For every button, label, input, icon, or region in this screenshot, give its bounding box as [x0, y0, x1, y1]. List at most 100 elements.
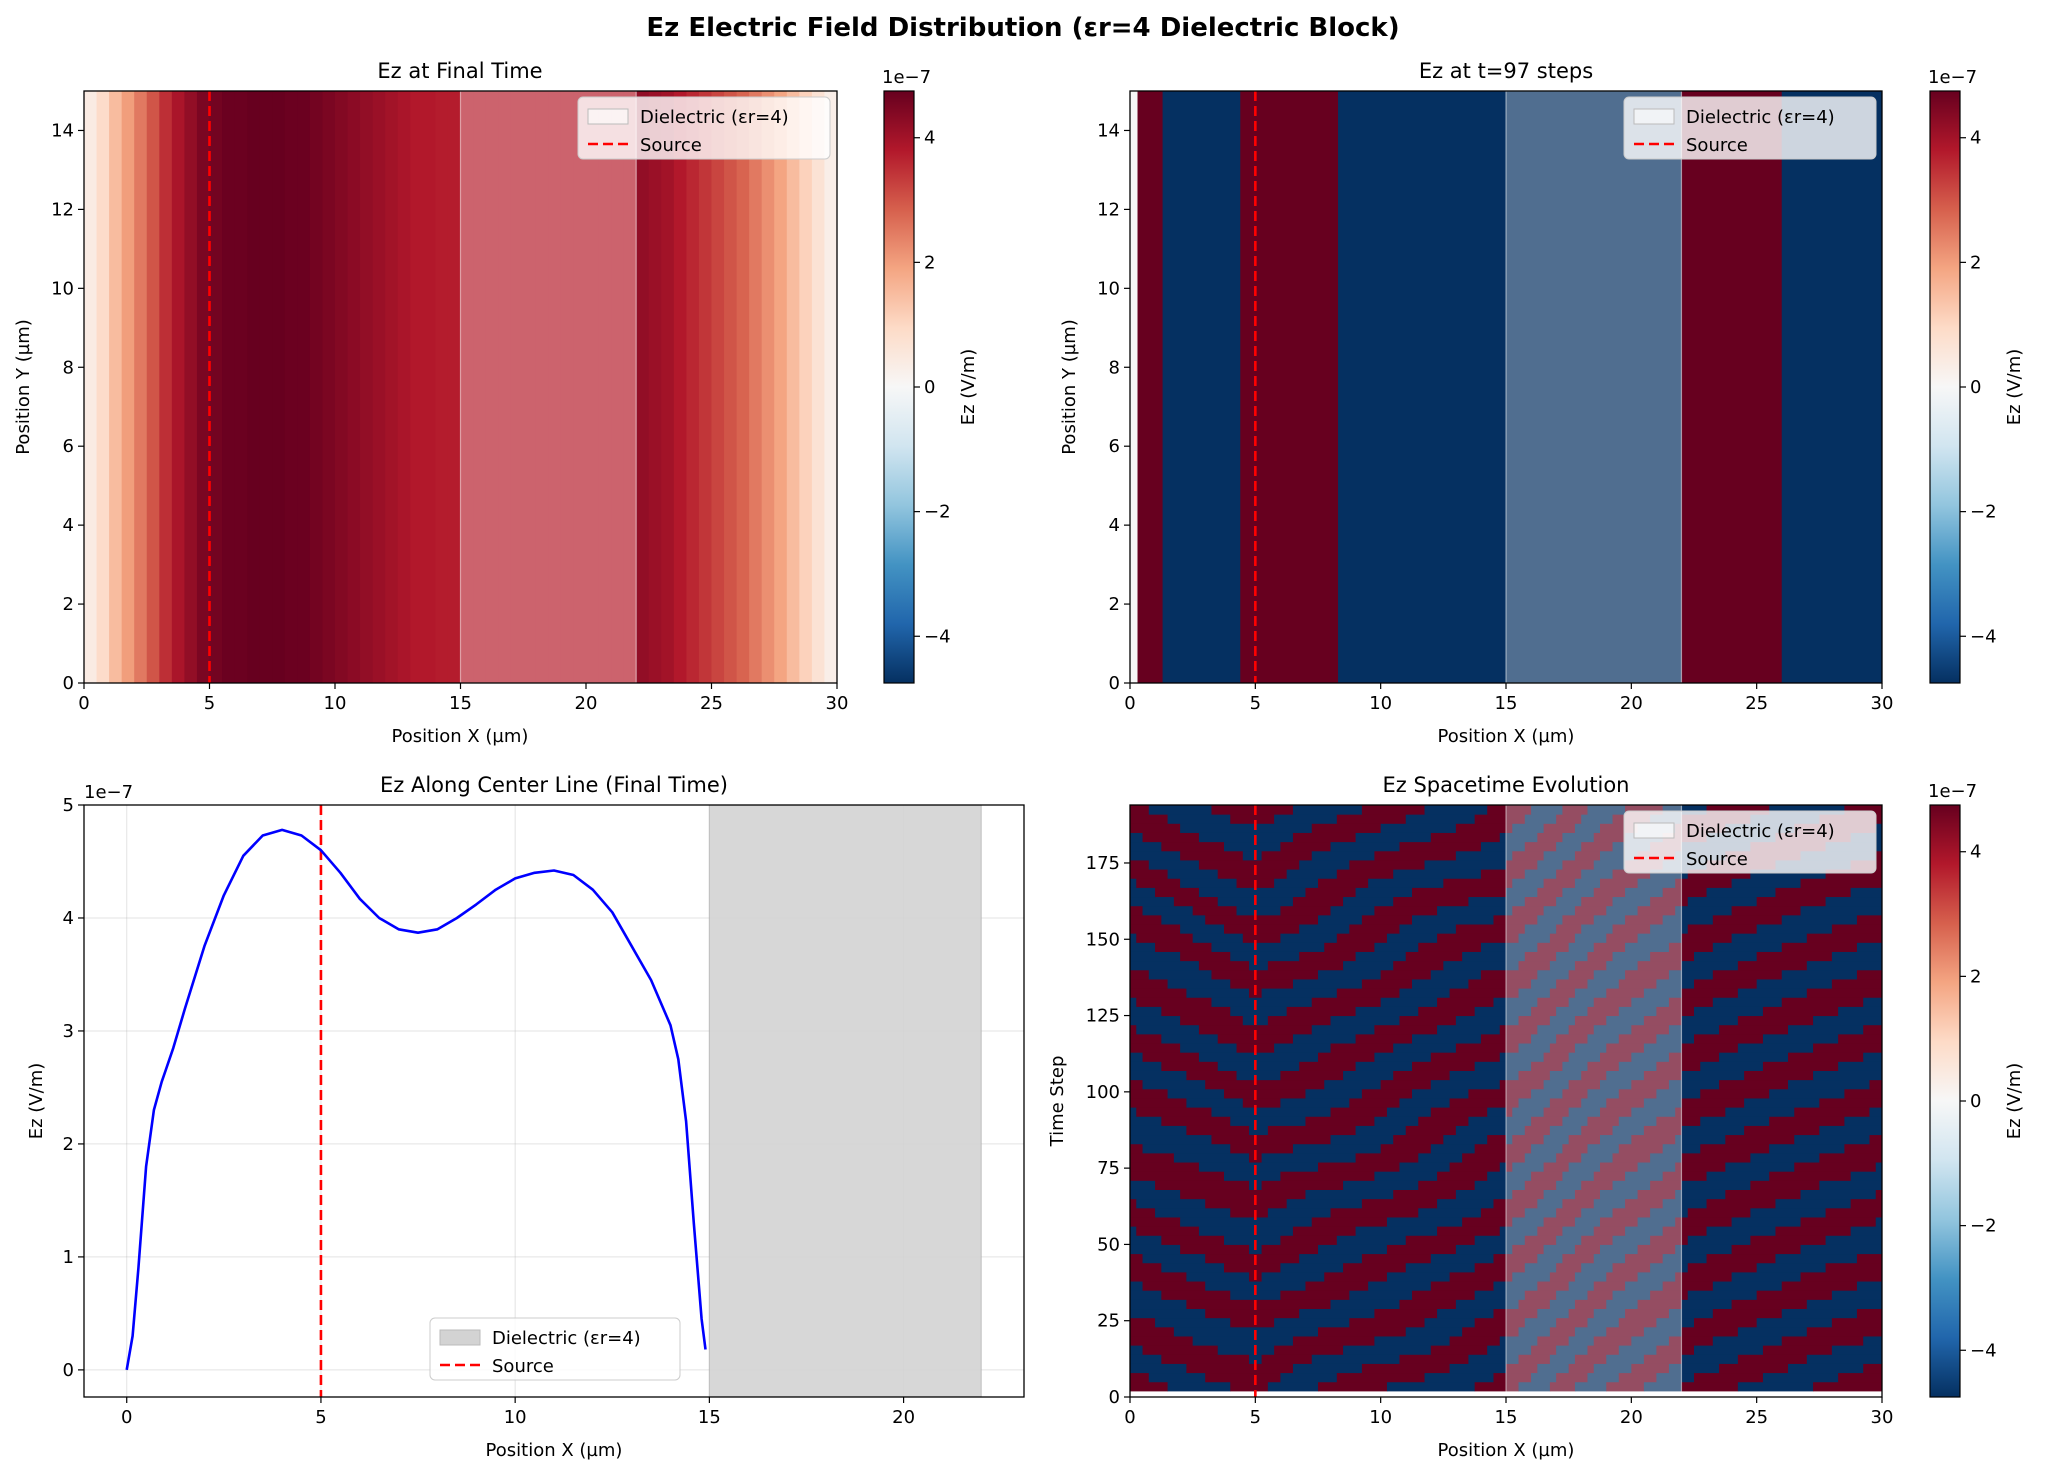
spacetime-cell: [1418, 1207, 1482, 1218]
spacetime-cell: [1142, 1143, 1231, 1154]
spacetime-cell: [1130, 969, 1150, 980]
x-tick-label: 5: [1250, 1407, 1261, 1428]
spacetime-cell: [1838, 1372, 1882, 1383]
heatmap-column: [648, 91, 662, 683]
spacetime-cell: [1224, 841, 1281, 852]
x-tick-label: 5: [204, 693, 215, 714]
spacetime-cell: [1606, 1299, 1639, 1310]
spacetime-cell: [1731, 905, 1802, 916]
spacetime-cell: [1330, 1299, 1400, 1310]
spacetime-cell: [1274, 1043, 1332, 1053]
spacetime-cell: [1706, 1226, 1776, 1236]
panel2-xlabel: Position X (µm): [1438, 726, 1575, 747]
spacetime-cell: [1261, 1180, 1344, 1190]
spacetime-cell: [1224, 1171, 1281, 1181]
spacetime-cell: [1794, 1107, 1870, 1117]
spacetime-cell: [1712, 914, 1783, 925]
spacetime-cell: [1399, 988, 1451, 998]
spacetime-cell: [1762, 1033, 1839, 1044]
spacetime-cell: [1455, 924, 1526, 934]
spacetime-cell: [1318, 1326, 1407, 1337]
spacetime-cell: [1130, 924, 1181, 934]
spacetime-cell: [1211, 805, 1294, 815]
spacetime-cell: [1831, 951, 1882, 962]
spacetime-cell: [1130, 1253, 1144, 1264]
spacetime-cell: [1136, 1024, 1200, 1035]
spacetime-cell: [1474, 1180, 1526, 1190]
x-tick-label: 20: [892, 1407, 915, 1428]
spacetime-cell: [1418, 1152, 1463, 1163]
spacetime-cell: [1130, 1244, 1181, 1255]
spacetime-cell: [1719, 1052, 1789, 1062]
spacetime-cell: [1311, 823, 1382, 833]
colorbar-tick-label: 2: [1970, 966, 1981, 987]
spacetime-cell: [1731, 1271, 1802, 1282]
spacetime-cell: [1380, 1079, 1432, 1090]
spacetime-cell: [1386, 1244, 1457, 1255]
spacetime-cell: [1719, 1024, 1789, 1035]
spacetime-cell: [1430, 1143, 1476, 1154]
spacetime-cell: [1650, 869, 1689, 879]
spacetime-cell: [1556, 1317, 1588, 1328]
spacetime-cell: [1593, 1281, 1626, 1291]
spacetime-cell: [1668, 1335, 1714, 1346]
spacetime-cell: [1518, 1381, 1551, 1392]
heatmap-column: [360, 91, 374, 683]
spacetime-cell: [1130, 1372, 1150, 1383]
spacetime-cell: [1543, 878, 1576, 888]
spacetime-cell: [1318, 878, 1369, 888]
heatmap-column: [109, 91, 123, 683]
legend-dielectric-swatch: [587, 108, 629, 125]
spacetime-cell: [1606, 1070, 1645, 1081]
spacetime-cell: [1850, 1226, 1882, 1236]
heatmap-column: [485, 91, 499, 683]
spacetime-cell: [1562, 887, 1595, 898]
heatmap-column: [309, 91, 324, 683]
spacetime-cell: [1242, 850, 1263, 861]
x-tick-label: 20: [1620, 1407, 1643, 1428]
spacetime-cell: [1305, 887, 1357, 898]
spacetime-cell: [1869, 1079, 1882, 1090]
spacetime-cell: [1318, 914, 1363, 925]
spacetime-cell: [1167, 1381, 1231, 1392]
spacetime-cell: [1299, 951, 1357, 962]
spacetime-cell: [1161, 841, 1225, 852]
spacetime-cell: [1656, 1061, 1701, 1071]
spacetime-cell: [1587, 951, 1614, 962]
spacetime-cell: [1480, 969, 1538, 980]
spacetime-cell: [1518, 1097, 1551, 1108]
spacetime-cell: [1556, 1152, 1582, 1163]
spacetime-cell: [1631, 1134, 1676, 1145]
spacetime-cell: [1637, 905, 1676, 916]
spacetime-cell: [1656, 1345, 1695, 1355]
spacetime-cell: [1587, 1061, 1620, 1071]
spacetime-cell: [1130, 887, 1156, 898]
legend-dielectric-label: Dielectric (εr=4): [1686, 821, 1835, 842]
spacetime-cell: [1430, 832, 1501, 843]
y-tick-label: 125: [1086, 1006, 1120, 1027]
spacetime-cell: [1537, 1253, 1563, 1264]
heatmap-column: [410, 91, 424, 683]
spacetime-cell: [1142, 1345, 1219, 1355]
spacetime-cell: [1224, 1088, 1306, 1099]
spacetime-cell: [1681, 1299, 1733, 1310]
spacetime-cell: [1148, 859, 1200, 870]
spacetime-cell: [1719, 1363, 1789, 1374]
spacetime-cell: [1336, 933, 1388, 943]
spacetime-cell: [1593, 997, 1632, 1007]
spacetime-cell: [1280, 1235, 1338, 1245]
spacetime-cell: [1148, 969, 1212, 980]
spacetime-cell: [1493, 914, 1538, 925]
spacetime-cell: [1512, 1216, 1545, 1227]
spacetime-cell: [1850, 1198, 1882, 1209]
spacetime-cell: [1130, 1070, 1187, 1081]
spacetime-cell: [1568, 1079, 1601, 1090]
heatmap-column: [598, 91, 612, 683]
spacetime-cell: [1737, 1381, 1814, 1392]
spacetime-cell: [1831, 1317, 1882, 1328]
spacetime-cell: [1130, 1180, 1156, 1190]
spacetime-cell: [1261, 1244, 1319, 1255]
spacetime-cell: [1650, 1290, 1689, 1300]
spacetime-cell: [1675, 1162, 1726, 1172]
spacetime-cell: [1493, 1253, 1538, 1264]
